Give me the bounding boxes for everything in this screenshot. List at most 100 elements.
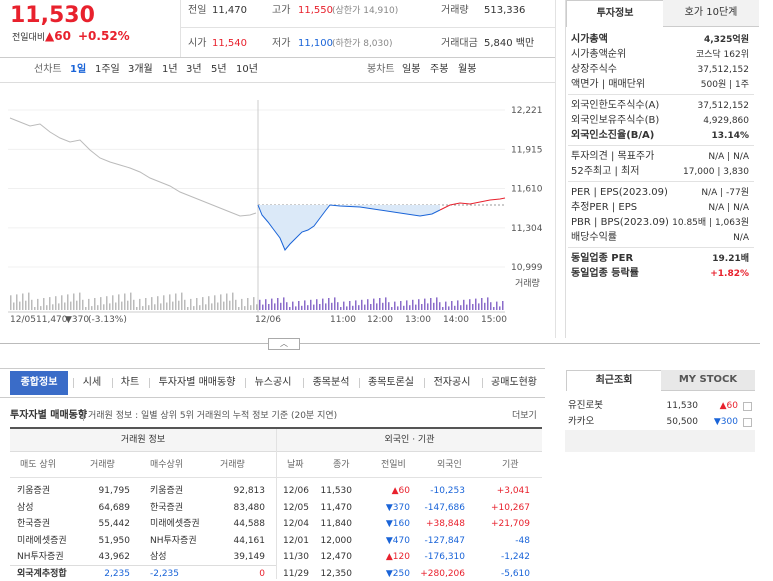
change-label: 전일대비 (12, 33, 46, 43)
cell: 83,480 (233, 502, 266, 513)
volume-bar (481, 298, 483, 310)
tab[interactable]: 투자정보 (566, 0, 664, 27)
volume-bar (316, 299, 318, 310)
column-header: 전일비 (381, 460, 406, 470)
volume-bar (250, 305, 252, 310)
volume-bar (199, 305, 201, 310)
info-value: N/A | N/A (708, 152, 749, 162)
table-top (10, 427, 542, 429)
volume-bar (295, 306, 297, 310)
volume-bar (307, 305, 309, 310)
info-label: PER | EPS(2023.09) (571, 187, 668, 198)
volume-bar (82, 299, 84, 310)
tab[interactable]: 공매도현황 (491, 377, 537, 388)
volume-bar (115, 302, 117, 310)
remove-button[interactable] (743, 418, 752, 427)
period-option[interactable]: 3년 (186, 64, 202, 75)
period-option[interactable]: 1년 (162, 64, 178, 75)
cell: 91,795 (98, 486, 131, 496)
period-option[interactable]: 1주일 (95, 64, 120, 75)
stock-price: 50,500 (666, 417, 699, 427)
period-option[interactable]: 5년 (211, 64, 227, 75)
volume-bar (499, 306, 501, 310)
tab[interactable]: 종목분석 (312, 377, 350, 388)
info-label: 상장주식수 (571, 64, 617, 75)
candle-option[interactable]: 주봉 (430, 64, 449, 75)
volume-bar (373, 298, 375, 310)
volume-bar (430, 298, 432, 310)
volume-bar (61, 295, 63, 310)
period-option[interactable]: 1일 (70, 64, 87, 75)
recent-empty (565, 430, 755, 452)
change-rate: +0.52% (78, 29, 130, 43)
volume-bar (181, 292, 183, 310)
tab[interactable]: 차트 (120, 377, 140, 388)
volume-bar (259, 299, 261, 310)
candle-option[interactable]: 일봉 (402, 64, 421, 75)
intraday-line (257, 204, 441, 251)
period-option[interactable]: 3개월 (128, 64, 153, 75)
volume-bar (463, 299, 465, 310)
volume-bar (442, 307, 444, 310)
separator (482, 378, 483, 388)
stock-price: 11,530 (666, 401, 699, 411)
volume-bar (355, 300, 357, 310)
info-label: PBR | BPS(2023.09) (571, 217, 669, 228)
more-link[interactable]: 더보기 (512, 411, 537, 421)
volume-bar (55, 296, 57, 310)
volume-bar (493, 307, 495, 310)
column-header: 외국인 (437, 460, 462, 470)
tab[interactable]: 호가 10단계 (663, 0, 759, 27)
tab[interactable]: 최근조회 (566, 370, 662, 391)
summary-label: 시가 (188, 38, 207, 49)
candle-option[interactable]: 월봉 (458, 64, 477, 75)
cell: -1,242 (500, 552, 530, 562)
info-label: 액면가 | 매매단위 (571, 79, 646, 90)
volume-bar (124, 293, 126, 310)
volume-bar (34, 307, 36, 310)
volume-bar (439, 302, 441, 310)
collapse-button[interactable]: ︿ (268, 338, 300, 350)
cell: +3,041 (496, 486, 530, 496)
cell: -48 (515, 535, 530, 546)
info-value: 13.14% (711, 131, 750, 141)
cell: 삼성 (17, 502, 34, 513)
tab[interactable]: MY STOCK (661, 370, 755, 391)
volume-bar (349, 301, 351, 310)
column-header: 날짜 (287, 460, 304, 470)
volume-bar (364, 304, 366, 310)
volume-bar (241, 298, 243, 310)
volume-bar (379, 298, 381, 310)
volume-bar (31, 299, 33, 310)
volume-bar (64, 302, 66, 310)
summary-label: 거래량 (441, 5, 469, 16)
volume-bar (406, 300, 408, 310)
tab[interactable]: 시세 (82, 377, 102, 388)
period-option[interactable]: 10년 (236, 64, 258, 75)
tab[interactable]: 종합정보 (10, 371, 68, 395)
stock-name[interactable]: 유진로봇 (568, 400, 603, 411)
stock-name[interactable]: 카카오 (568, 416, 595, 427)
volume-bar (214, 295, 216, 310)
volume-bar (337, 302, 339, 310)
volume-bar (163, 295, 165, 310)
volume-bar (409, 305, 411, 310)
volume-bar (157, 296, 159, 310)
volume-bar (136, 307, 138, 310)
column-header: 매수상위 (150, 460, 184, 470)
tab[interactable]: 전자공시 (433, 377, 471, 388)
volume-bar (76, 300, 78, 310)
info-value: 17,000 | 3,830 (682, 167, 749, 177)
separator (303, 378, 304, 388)
tab[interactable]: 종목토론실 (368, 377, 414, 388)
tab[interactable]: 뉴스공시 (254, 377, 292, 388)
info-label: 투자의견 | 목표주가 (571, 151, 655, 162)
volume-bar (418, 299, 420, 310)
volume-bar (289, 307, 291, 310)
summary-label: 전일 (188, 5, 207, 16)
x-tick-label: 13:00 (405, 315, 431, 325)
tab[interactable]: 투자자별 매매동향 (158, 377, 236, 388)
remove-button[interactable] (743, 402, 752, 411)
volume-bar (196, 298, 198, 310)
volume-bar (232, 292, 234, 310)
